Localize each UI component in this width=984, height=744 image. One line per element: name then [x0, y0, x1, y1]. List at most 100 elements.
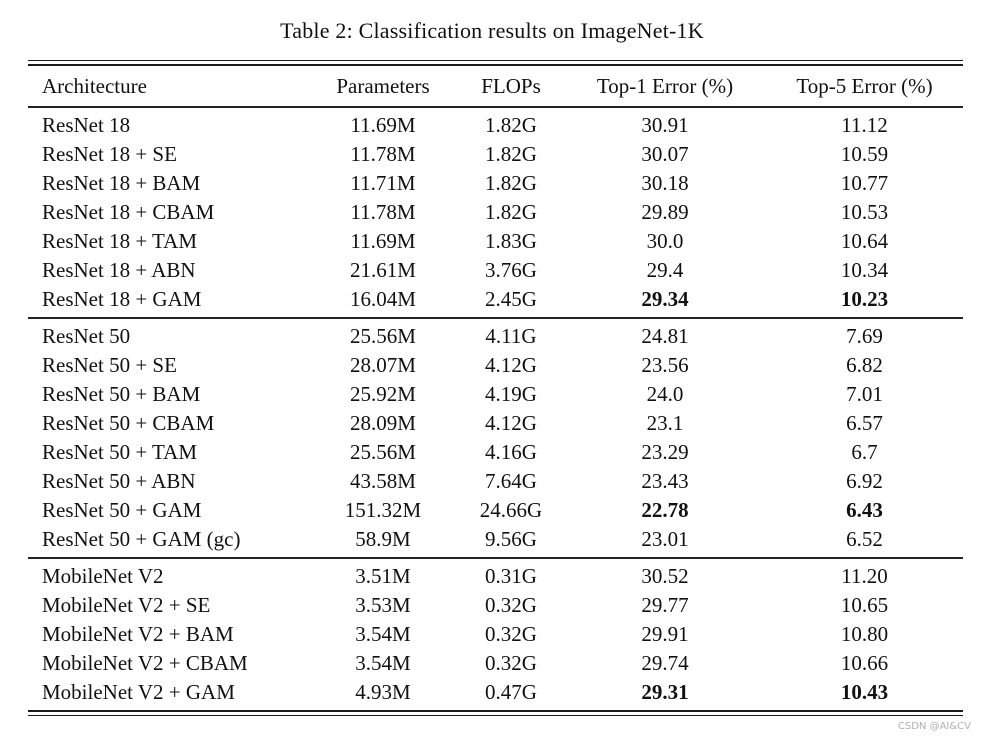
cell-flops: 9.56G [485, 527, 537, 551]
table-row: ResNet 50 + GAM 151.32M 24.66G 22.78 6.43 [28, 496, 963, 525]
cell-flops: 1.82G [485, 200, 537, 224]
cell-top5-error: 6.57 [846, 411, 883, 435]
cell-flops: 3.76G [485, 258, 537, 282]
cell-flops: 4.12G [485, 411, 537, 435]
cell-flops: 1.83G [485, 229, 537, 253]
section-divider-rule [28, 317, 963, 319]
cell-top5-error: 10.65 [840, 593, 889, 617]
header-flops: FLOPs [481, 73, 541, 98]
cell-top1-error: 23.01 [641, 527, 689, 551]
cell-top1-error: 23.43 [641, 469, 689, 493]
cell-flops: 4.16G [485, 440, 537, 464]
cell-architecture: ResNet 50 [42, 324, 131, 348]
cell-architecture: ResNet 18 + SE [42, 142, 177, 166]
cell-parameters: 21.61M [350, 258, 416, 282]
cell-top5-error: 11.12 [841, 113, 888, 137]
cell-parameters: 16.04M [350, 287, 416, 311]
cell-top1-error: 23.1 [646, 411, 684, 435]
cell-architecture: ResNet 50 + TAM [42, 440, 198, 464]
cell-architecture: ResNet 50 + GAM [42, 498, 202, 522]
table-row: ResNet 50 25.56M 4.11G 24.81 7.69 [28, 322, 963, 351]
table-row: ResNet 18 11.69M 1.82G 30.91 11.12 [28, 111, 963, 140]
cell-top5-error: 6.7 [851, 440, 878, 464]
table-row: ResNet 18 + SE 11.78M 1.82G 30.07 10.59 [28, 140, 963, 169]
cell-top5-error: 10.80 [840, 622, 889, 646]
table-caption: Table 2: Classification results on Image… [280, 18, 704, 43]
cell-flops: 4.11G [485, 324, 537, 348]
results-table: Architecture Parameters FLOPs Top-1 Erro… [28, 60, 963, 716]
table-row: ResNet 18 + BAM 11.71M 1.82G 30.18 10.77 [28, 169, 963, 198]
cell-parameters: 11.78M [350, 142, 416, 166]
cell-top5-error: 10.66 [840, 651, 889, 675]
cell-architecture: ResNet 50 + BAM [42, 382, 201, 406]
header-top5-error: Top-5 Error (%) [796, 73, 933, 98]
cell-flops: 0.31G [485, 564, 537, 588]
cell-top5-error: 10.59 [840, 142, 889, 166]
table-row: ResNet 50 + CBAM 28.09M 4.12G 23.1 6.57 [28, 409, 963, 438]
cell-top5-error: 10.53 [840, 200, 889, 224]
cell-top5-error: 11.20 [841, 564, 888, 588]
cell-architecture: ResNet 18 [42, 113, 131, 137]
table-row: MobileNet V2 + SE 3.53M 0.32G 29.77 10.65 [28, 591, 963, 620]
cell-top5-error: 10.34 [840, 258, 889, 282]
cell-top1-error: 30.18 [641, 171, 689, 195]
cell-architecture: ResNet 50 + CBAM [42, 411, 215, 435]
cell-top1-error: 30.52 [641, 564, 689, 588]
cell-top5-error: 10.23 [840, 287, 889, 311]
cell-top5-error: 10.43 [840, 680, 889, 704]
cell-architecture: ResNet 18 + ABN [42, 258, 196, 282]
table-bottom-rule [28, 710, 963, 716]
cell-top1-error: 29.77 [641, 593, 689, 617]
cell-top5-error: 6.52 [846, 527, 883, 551]
cell-architecture: MobileNet V2 + SE [42, 593, 211, 617]
cell-parameters: 11.69M [350, 229, 416, 253]
cell-flops: 1.82G [485, 171, 537, 195]
cell-top1-error: 23.56 [641, 353, 689, 377]
header-divider-rule [28, 106, 963, 108]
cell-architecture: ResNet 18 + GAM [42, 287, 202, 311]
cell-architecture: MobileNet V2 + BAM [42, 622, 234, 646]
cell-top1-error: 29.74 [641, 651, 689, 675]
table-row: MobileNet V2 + BAM 3.54M 0.32G 29.91 10.80 [28, 620, 963, 649]
cell-top5-error: 7.01 [846, 382, 883, 406]
table-row: ResNet 50 + BAM 25.92M 4.19G 24.0 7.01 [28, 380, 963, 409]
watermark: CSDN @AI&CV [897, 721, 971, 732]
section-resnet50: ResNet 50 25.56M 4.11G 24.81 7.69 ResNet 50 +… [28, 319, 963, 557]
cell-architecture: ResNet 50 + ABN [42, 469, 196, 493]
section-resnet18: ResNet 18 11.69M 1.82G 30.91 11.12 ResNet 18 … [28, 108, 963, 317]
cell-top1-error: 30.07 [641, 142, 689, 166]
cell-top5-error: 10.77 [840, 171, 889, 195]
cell-flops: 7.64G [485, 469, 537, 493]
cell-top1-error: 29.31 [641, 680, 689, 704]
cell-architecture: ResNet 18 + CBAM [42, 200, 215, 224]
table-row: ResNet 50 + ABN 43.58M 7.64G 23.43 6.92 [28, 467, 963, 496]
cell-parameters: 11.78M [350, 200, 416, 224]
header-architecture: Architecture [42, 73, 147, 98]
cell-flops: 0.32G [485, 651, 537, 675]
cell-parameters: 151.32M [344, 498, 422, 522]
table-row: ResNet 18 + GAM 16.04M 2.45G 29.34 10.23 [28, 285, 963, 314]
table-row: MobileNet V2 3.51M 0.31G 30.52 11.20 [28, 562, 963, 591]
cell-top1-error: 22.78 [641, 498, 689, 522]
table-header-row: Architecture Parameters FLOPs Top-1 Erro… [28, 66, 963, 106]
header-parameters: Parameters [336, 73, 430, 98]
cell-architecture: ResNet 18 + TAM [42, 229, 198, 253]
cell-parameters: 28.09M [350, 411, 416, 435]
table-row: ResNet 18 + TAM 11.69M 1.83G 30.0 10.64 [28, 227, 963, 256]
cell-parameters: 3.51M [355, 564, 411, 588]
cell-flops: 1.82G [485, 142, 537, 166]
cell-parameters: 3.54M [355, 651, 411, 675]
table-row: ResNet 50 + SE 28.07M 4.12G 23.56 6.82 [28, 351, 963, 380]
table-row: ResNet 50 + TAM 25.56M 4.16G 23.29 6.7 [28, 438, 963, 467]
cell-top1-error: 29.4 [646, 258, 684, 282]
cell-architecture: ResNet 18 + BAM [42, 171, 201, 195]
cell-architecture: MobileNet V2 [42, 564, 164, 588]
cell-flops: 0.32G [485, 593, 537, 617]
cell-architecture: MobileNet V2 + GAM [42, 680, 235, 704]
section-mobilenetv2: MobileNet V2 3.51M 0.31G 30.52 11.20 MobileNe… [28, 559, 963, 710]
cell-top5-error: 7.69 [846, 324, 883, 348]
cell-parameters: 43.58M [350, 469, 416, 493]
cell-top5-error: 10.64 [840, 229, 889, 253]
cell-parameters: 25.56M [350, 440, 416, 464]
